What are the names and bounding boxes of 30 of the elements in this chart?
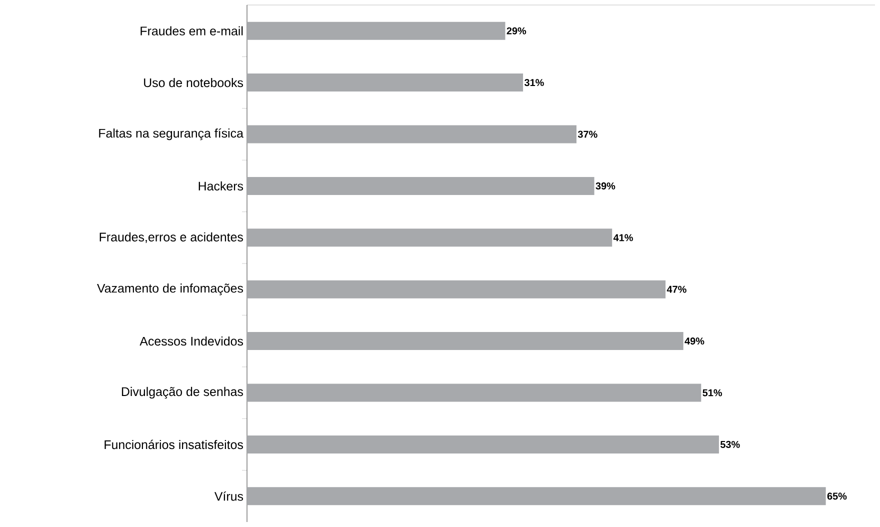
bar [247,332,684,350]
y-tick-label: Faltas na segurança física [99,128,244,140]
y-tick-label: Divulgação de senhas [122,386,243,399]
bar [247,228,612,247]
y-tick-label: Fraudes em e-mail [140,26,243,36]
data-label: 65% [827,492,847,500]
data-label: 39% [596,182,616,190]
bar [247,280,666,298]
data-label: 53% [720,440,740,448]
y-tick-label: Funcionários insatisfeitos [104,440,243,450]
data-label: 31% [524,79,544,86]
bar [247,176,594,195]
bar [247,22,506,40]
data-label: 29% [506,27,526,34]
data-label: 41% [613,234,633,242]
bar [247,74,524,92]
bar [247,384,702,402]
y-tick-label: Vazamento de infomações [97,284,244,296]
y-tick-label: Uso de notebooks [144,78,244,88]
data-label: 47% [666,286,686,293]
bar [247,487,826,506]
y-tick-label: Hackers [198,181,244,191]
bar [247,435,719,454]
y-tick-label: Fraudes,erros e acidentes [100,232,244,243]
y-tick-label: Vírus [214,492,244,501]
data-label: 51% [702,389,722,396]
bar [247,125,576,144]
data-label: 37% [578,130,598,138]
data-label: 49% [684,338,704,345]
y-tick-label: Acessos Indevidos [140,336,244,346]
